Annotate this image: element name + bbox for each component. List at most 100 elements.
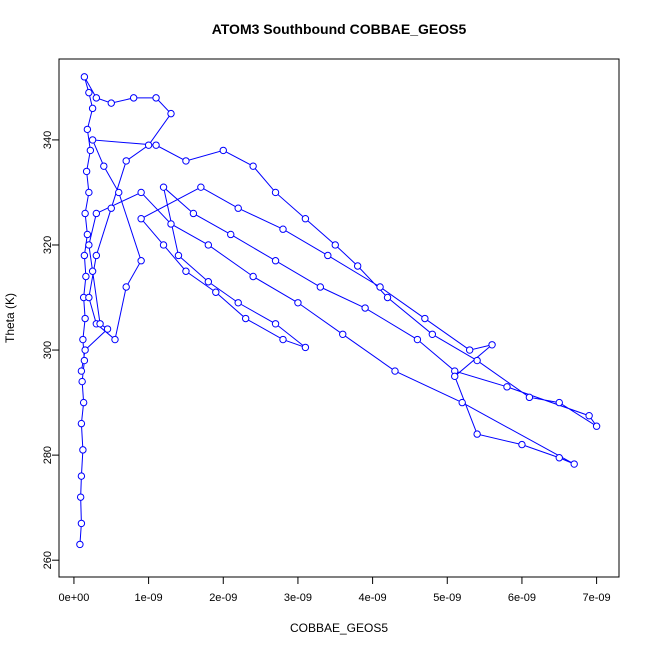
data-point	[279, 225, 287, 233]
data-point	[421, 314, 429, 323]
data-point	[316, 283, 325, 291]
data-point	[83, 125, 92, 134]
data-point	[391, 367, 399, 375]
x-tick-label: 1e-09	[135, 592, 163, 604]
data-point	[249, 162, 257, 170]
data-point	[79, 446, 87, 454]
data-point	[111, 335, 119, 344]
data-point	[271, 188, 280, 197]
x-tick-label: 7e-09	[583, 592, 611, 604]
data-point	[79, 398, 88, 407]
data-point	[122, 283, 130, 291]
data-point	[555, 398, 563, 407]
data-point	[92, 94, 101, 102]
data-point	[85, 188, 93, 197]
data-point	[92, 209, 101, 218]
data-point	[85, 88, 93, 97]
data-point	[204, 241, 213, 249]
data-point	[100, 162, 108, 170]
data-point	[129, 94, 138, 102]
y-tick-label: 320	[42, 236, 54, 254]
data-point	[271, 320, 280, 328]
data-point	[361, 304, 369, 312]
x-tick-label: 3e-09	[284, 592, 312, 604]
data-point	[174, 251, 183, 260]
data-point	[122, 157, 130, 165]
data-point	[85, 241, 93, 249]
data-point	[518, 440, 526, 449]
data-point	[189, 209, 198, 218]
data-point	[271, 257, 280, 265]
data-point	[451, 372, 459, 381]
data-point	[465, 346, 474, 354]
data-point	[301, 343, 310, 352]
data-point	[204, 278, 213, 286]
x-tick-label: 4e-09	[359, 592, 387, 604]
data-point	[167, 109, 175, 118]
y-tick-label: 340	[42, 131, 54, 149]
data-point	[86, 146, 95, 155]
data-point	[137, 215, 145, 223]
data-point	[82, 167, 91, 176]
data-point	[339, 330, 347, 338]
data-point	[80, 251, 89, 260]
data-point	[227, 230, 235, 239]
data-point	[503, 383, 511, 391]
data-point	[413, 335, 422, 344]
data-point	[473, 430, 481, 438]
data-point	[592, 422, 601, 430]
data-point	[80, 356, 89, 365]
data-point	[152, 94, 160, 102]
data-point	[81, 314, 89, 323]
data-point	[294, 299, 302, 307]
data-point	[81, 209, 89, 218]
data-point	[182, 267, 190, 275]
y-axis-label: Theta (K)	[3, 293, 17, 343]
data-point	[197, 183, 205, 191]
data-point	[85, 293, 93, 302]
data-point	[428, 330, 437, 338]
data-point	[331, 241, 339, 249]
data-point	[107, 204, 115, 212]
data-point	[88, 104, 97, 113]
data-point	[383, 293, 392, 302]
data-point	[77, 419, 86, 428]
data-point	[570, 460, 578, 468]
data-point	[167, 220, 175, 228]
data-point	[82, 272, 90, 281]
data-point	[525, 393, 534, 402]
x-axis-label: COBBAE_GEOS5	[290, 621, 388, 635]
data-point	[473, 356, 481, 365]
data-point	[159, 241, 168, 249]
data-point	[96, 320, 104, 328]
data-point	[137, 188, 145, 197]
data-point	[76, 493, 85, 501]
data-point	[585, 412, 593, 420]
y-tick-label: 300	[42, 341, 54, 359]
x-tick-label: 0e+00	[58, 592, 89, 604]
data-point	[488, 341, 496, 349]
data-point	[234, 204, 242, 212]
data-point	[88, 267, 97, 275]
x-tick-label: 5e-09	[433, 592, 461, 604]
data-point	[77, 367, 86, 375]
data-point	[376, 283, 384, 291]
data-point	[182, 157, 190, 165]
data-point	[555, 454, 563, 462]
data-point	[219, 146, 227, 155]
x-tick-label: 2e-09	[209, 592, 237, 604]
data-point	[79, 335, 87, 344]
chart-title: ATOM3 Southbound COBBAE_GEOS5	[212, 21, 467, 37]
data-point	[80, 73, 89, 81]
data-point	[88, 136, 97, 144]
data-point	[137, 257, 145, 265]
x-tick-label: 6e-09	[508, 592, 536, 604]
data-point	[279, 335, 287, 344]
data-point	[107, 99, 115, 107]
data-point	[92, 251, 101, 260]
data-point	[81, 346, 89, 354]
y-tick-label: 280	[42, 446, 54, 464]
